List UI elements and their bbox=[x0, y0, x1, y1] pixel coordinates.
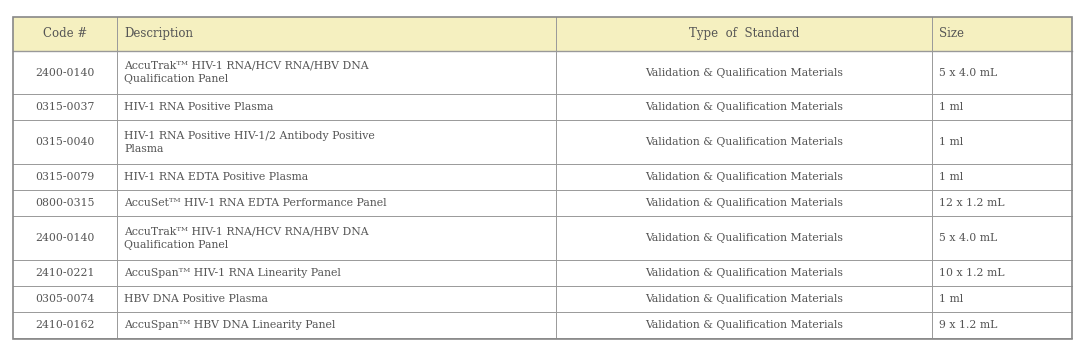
Bar bbox=[13, 164, 1072, 191]
Text: 5 x 4.0 mL: 5 x 4.0 mL bbox=[939, 234, 997, 244]
Bar bbox=[13, 16, 1072, 50]
Text: 1 ml: 1 ml bbox=[939, 103, 963, 113]
Bar bbox=[13, 217, 1072, 261]
Text: Size: Size bbox=[939, 27, 963, 40]
Bar bbox=[13, 50, 1072, 94]
Text: 1 ml: 1 ml bbox=[939, 137, 963, 147]
Bar bbox=[13, 94, 1072, 120]
Text: Validation & Qualification Materials: Validation & Qualification Materials bbox=[646, 234, 843, 244]
Text: AccuTrakᵀᴹ HIV-1 RNA/HCV RNA/HBV DNA
Qualification Panel: AccuTrakᵀᴹ HIV-1 RNA/HCV RNA/HBV DNA Qua… bbox=[125, 61, 369, 84]
Text: 10 x 1.2 mL: 10 x 1.2 mL bbox=[939, 268, 1005, 279]
Text: Validation & Qualification Materials: Validation & Qualification Materials bbox=[646, 137, 843, 147]
Bar bbox=[13, 261, 1072, 286]
Text: Validation & Qualification Materials: Validation & Qualification Materials bbox=[646, 198, 843, 208]
Text: 2400-0140: 2400-0140 bbox=[35, 67, 94, 77]
Text: 0315-0037: 0315-0037 bbox=[35, 103, 94, 113]
Text: AccuSetᵀᴹ HIV-1 RNA EDTA Performance Panel: AccuSetᵀᴹ HIV-1 RNA EDTA Performance Pan… bbox=[125, 198, 387, 208]
Text: Validation & Qualification Materials: Validation & Qualification Materials bbox=[646, 295, 843, 305]
Text: 5 x 4.0 mL: 5 x 4.0 mL bbox=[939, 67, 997, 77]
Text: 2410-0162: 2410-0162 bbox=[35, 321, 94, 331]
Text: 0305-0074: 0305-0074 bbox=[36, 295, 94, 305]
Bar bbox=[13, 286, 1072, 312]
Bar bbox=[13, 191, 1072, 217]
Text: 0800-0315: 0800-0315 bbox=[35, 198, 94, 208]
Text: 9 x 1.2 mL: 9 x 1.2 mL bbox=[939, 321, 997, 331]
Text: Validation & Qualification Materials: Validation & Qualification Materials bbox=[646, 321, 843, 331]
Text: Validation & Qualification Materials: Validation & Qualification Materials bbox=[646, 268, 843, 279]
Text: HIV-1 RNA Positive Plasma: HIV-1 RNA Positive Plasma bbox=[125, 103, 273, 113]
Text: AccuSpanᵀᴹ HIV-1 RNA Linearity Panel: AccuSpanᵀᴹ HIV-1 RNA Linearity Panel bbox=[125, 268, 342, 279]
Text: 2400-0140: 2400-0140 bbox=[35, 234, 94, 244]
Text: 1 ml: 1 ml bbox=[939, 295, 963, 305]
Text: Validation & Qualification Materials: Validation & Qualification Materials bbox=[646, 67, 843, 77]
Text: 12 x 1.2 mL: 12 x 1.2 mL bbox=[939, 198, 1005, 208]
Text: 0315-0079: 0315-0079 bbox=[36, 173, 94, 182]
Bar bbox=[13, 120, 1072, 164]
Text: Validation & Qualification Materials: Validation & Qualification Materials bbox=[646, 103, 843, 113]
Text: HIV-1 RNA EDTA Positive Plasma: HIV-1 RNA EDTA Positive Plasma bbox=[125, 173, 308, 182]
Text: 2410-0221: 2410-0221 bbox=[35, 268, 94, 279]
Text: Description: Description bbox=[125, 27, 193, 40]
Text: 1 ml: 1 ml bbox=[939, 173, 963, 182]
Text: AccuSpanᵀᴹ HBV DNA Linearity Panel: AccuSpanᵀᴹ HBV DNA Linearity Panel bbox=[125, 321, 335, 331]
Text: 0315-0040: 0315-0040 bbox=[35, 137, 94, 147]
Text: Code #: Code # bbox=[42, 27, 87, 40]
Text: HBV DNA Positive Plasma: HBV DNA Positive Plasma bbox=[125, 295, 268, 305]
Text: HIV-1 RNA Positive HIV-1/2 Antibody Positive
Plasma: HIV-1 RNA Positive HIV-1/2 Antibody Posi… bbox=[125, 131, 375, 154]
Text: AccuTrakᵀᴹ HIV-1 RNA/HCV RNA/HBV DNA
Qualification Panel: AccuTrakᵀᴹ HIV-1 RNA/HCV RNA/HBV DNA Qua… bbox=[125, 227, 369, 250]
Bar bbox=[13, 312, 1072, 339]
Text: Validation & Qualification Materials: Validation & Qualification Materials bbox=[646, 173, 843, 182]
Text: Type  of  Standard: Type of Standard bbox=[689, 27, 800, 40]
